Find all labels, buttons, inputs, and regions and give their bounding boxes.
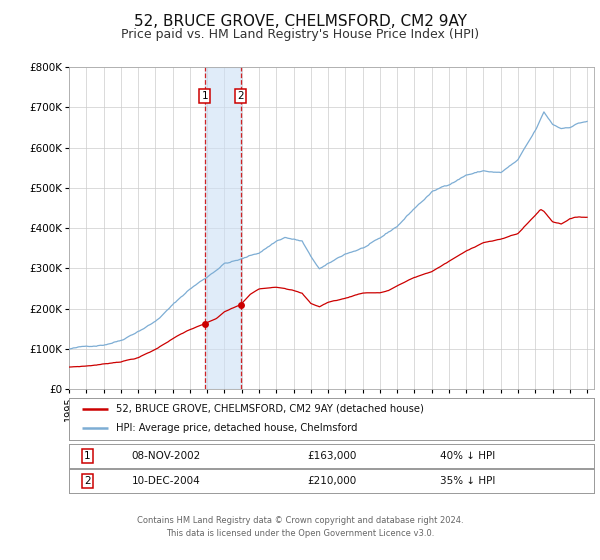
Text: 52, BRUCE GROVE, CHELMSFORD, CM2 9AY (detached house): 52, BRUCE GROVE, CHELMSFORD, CM2 9AY (de… [116,404,424,414]
Text: £210,000: £210,000 [307,476,356,486]
Text: 10-DEC-2004: 10-DEC-2004 [132,476,200,486]
Text: 35% ↓ HPI: 35% ↓ HPI [440,476,496,486]
Text: 2: 2 [238,91,244,101]
Text: HPI: Average price, detached house, Chelmsford: HPI: Average price, detached house, Chel… [116,423,358,433]
Text: £163,000: £163,000 [307,451,356,461]
Text: 1: 1 [84,451,91,461]
Text: 2: 2 [84,476,91,486]
Bar [205,67,241,389]
Text: 40% ↓ HPI: 40% ↓ HPI [440,451,496,461]
Text: 08-NOV-2002: 08-NOV-2002 [131,451,201,461]
Text: Price paid vs. HM Land Registry's House Price Index (HPI): Price paid vs. HM Land Registry's House … [121,28,479,41]
Text: 1: 1 [202,91,208,101]
Text: This data is licensed under the Open Government Licence v3.0.: This data is licensed under the Open Gov… [166,529,434,538]
Text: Contains HM Land Registry data © Crown copyright and database right 2024.: Contains HM Land Registry data © Crown c… [137,516,463,525]
Text: 52, BRUCE GROVE, CHELMSFORD, CM2 9AY: 52, BRUCE GROVE, CHELMSFORD, CM2 9AY [133,14,467,29]
